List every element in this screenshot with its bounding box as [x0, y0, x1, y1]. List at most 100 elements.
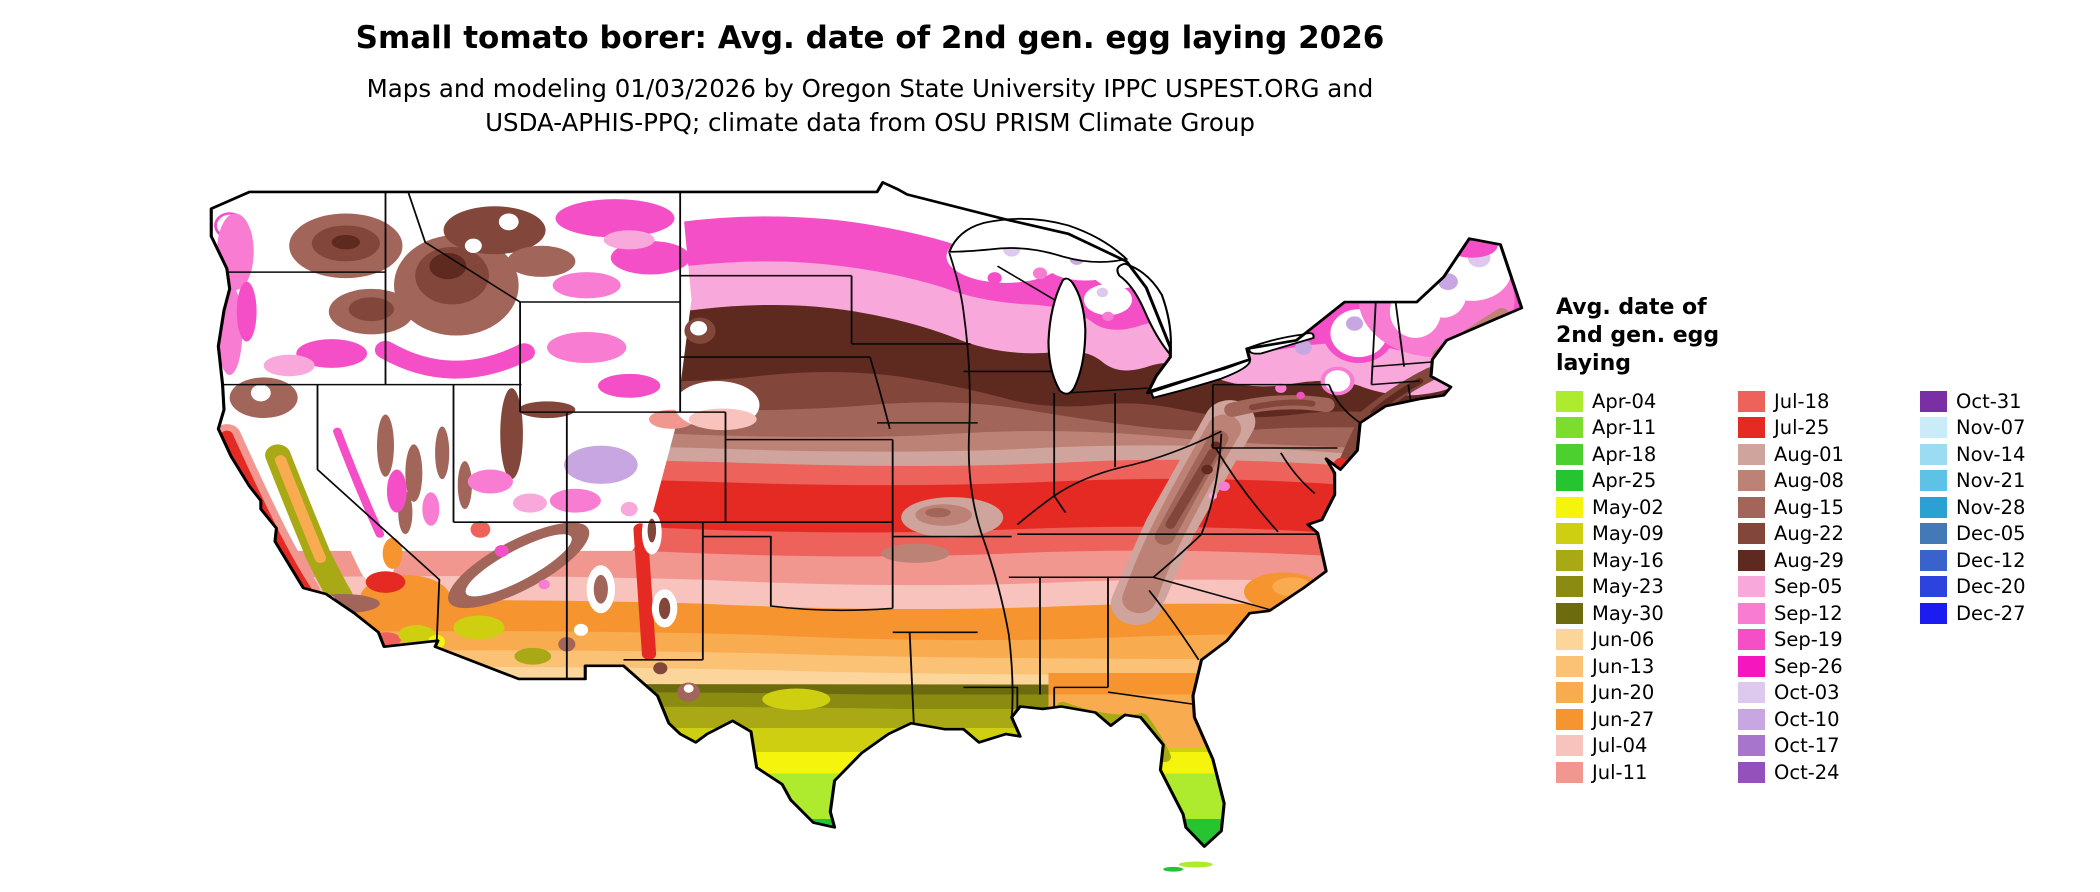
legend-entry: May-16	[1556, 547, 1738, 574]
legend-swatch	[1556, 629, 1583, 651]
legend-entry: Jun-06	[1556, 627, 1738, 654]
legend-swatch	[1556, 708, 1583, 730]
legend-entry: May-30	[1556, 600, 1738, 627]
legend-entry: Nov-28	[1920, 494, 2100, 521]
legend-label: Jul-04	[1592, 734, 1648, 758]
legend-entry: Nov-07	[1920, 415, 2100, 442]
legend-swatch	[1738, 576, 1765, 598]
subtitle-line-1: Maps and modeling 01/03/2026 by Oregon S…	[366, 74, 1374, 103]
legend-swatch	[1738, 443, 1765, 465]
legend-swatch	[1738, 602, 1765, 624]
lake-michigan	[1047, 277, 1087, 395]
us-outline	[209, 181, 1524, 848]
legend-label: Jul-18	[1774, 389, 1830, 413]
legend-swatch	[1556, 549, 1583, 571]
legend-entry: Nov-14	[1920, 441, 2100, 468]
legend-label: Dec-20	[1956, 575, 2026, 599]
legend-label: Apr-04	[1592, 389, 1657, 413]
legend-swatch	[1556, 417, 1583, 439]
legend-swatch	[1556, 682, 1583, 704]
legend-title-line-3: laying	[1556, 351, 1632, 376]
legend-label: Nov-28	[1956, 495, 2026, 519]
legend-entry: Aug-29	[1738, 547, 1920, 574]
legend-swatch	[1738, 390, 1765, 412]
legend-label: Sep-19	[1774, 628, 1843, 652]
legend-entry: Aug-01	[1738, 441, 1920, 468]
legend-label: Aug-08	[1774, 469, 1844, 493]
legend-label: Oct-24	[1774, 760, 1840, 784]
legend-swatch	[1738, 549, 1765, 571]
lake-superior	[947, 217, 1129, 263]
lake-huron	[1116, 262, 1172, 358]
legend-label: Aug-29	[1774, 548, 1844, 572]
legend-entry: Oct-03	[1738, 680, 1920, 707]
legend-swatch	[1920, 523, 1947, 545]
legend-title: Avg. date of 2nd gen. egg laying	[1556, 294, 2100, 378]
legend-swatch	[1556, 655, 1583, 677]
legend-label: Jun-13	[1592, 654, 1655, 678]
legend-entry: Jun-27	[1556, 706, 1738, 733]
legend-columns: Apr-04 Apr-11 Apr-18 Apr-25 May-02 May-09 May-…	[1556, 388, 2100, 786]
legend-entry: Apr-11	[1556, 415, 1738, 442]
legend-entry: Oct-31	[1920, 388, 2100, 415]
legend-entry: Aug-22	[1738, 521, 1920, 548]
legend-entry: Oct-24	[1738, 759, 1920, 786]
legend-column: Jul-18 Jul-25 Aug-01 Aug-08 Aug-15 Aug-22 Aug-…	[1738, 388, 1920, 786]
legend-entry: Sep-19	[1738, 627, 1920, 654]
legend-entry: Jun-13	[1556, 653, 1738, 680]
legend-entry: Jun-20	[1556, 680, 1738, 707]
legend-label: Jun-27	[1592, 707, 1655, 731]
legend-entry: Dec-27	[1920, 600, 2100, 627]
legend-swatch	[1556, 523, 1583, 545]
legend-swatch	[1920, 602, 1947, 624]
legend-swatch	[1920, 576, 1947, 598]
legend-swatch	[1920, 496, 1947, 518]
subtitle-line-2: USDA-APHIS-PPQ; climate data from OSU PR…	[485, 108, 1255, 137]
legend-swatch	[1920, 417, 1947, 439]
legend-swatch	[1556, 496, 1583, 518]
legend-title-line-1: Avg. date of	[1556, 295, 1707, 320]
legend-label: Jun-20	[1592, 681, 1655, 705]
legend-entry: May-23	[1556, 574, 1738, 601]
legend-swatch	[1738, 682, 1765, 704]
legend-title-line-2: 2nd gen. egg	[1556, 323, 1720, 348]
legend-label: Nov-07	[1956, 416, 2026, 440]
legend-label: Sep-05	[1774, 575, 1843, 599]
legend-swatch	[1738, 417, 1765, 439]
legend-entry: Sep-05	[1738, 574, 1920, 601]
legend-column: Oct-31 Nov-07 Nov-14 Nov-21 Nov-28 Dec-05 Dec-…	[1920, 388, 2100, 786]
legend-label: Nov-14	[1956, 442, 2026, 466]
legend-label: Sep-12	[1774, 601, 1843, 625]
legend-label: Oct-03	[1774, 681, 1840, 705]
legend-label: Nov-21	[1956, 469, 2026, 493]
legend-swatch	[1738, 629, 1765, 651]
legend-label: Apr-25	[1592, 469, 1657, 493]
legend-label: Oct-10	[1774, 707, 1840, 731]
legend-entry: Dec-05	[1920, 521, 2100, 548]
legend-column: Apr-04 Apr-11 Apr-18 Apr-25 May-02 May-09 May-…	[1556, 388, 1738, 786]
legend-swatch	[1556, 735, 1583, 757]
legend-entry: May-09	[1556, 521, 1738, 548]
legend-swatch	[1556, 470, 1583, 492]
legend-label: May-09	[1592, 522, 1664, 546]
legend-entry: Apr-18	[1556, 441, 1738, 468]
legend-label: Aug-01	[1774, 442, 1844, 466]
legend-label: Oct-31	[1956, 389, 2022, 413]
legend-swatch	[1738, 496, 1765, 518]
legend-entry: Jul-25	[1738, 415, 1920, 442]
legend-label: Apr-18	[1592, 442, 1657, 466]
figure-title: Small tomato borer: Avg. date of 2nd gen…	[355, 20, 1385, 56]
legend-swatch	[1738, 735, 1765, 757]
legend-label: Jul-25	[1774, 416, 1830, 440]
map-color-regions	[211, 182, 1522, 847]
legend-entry: Jul-18	[1738, 388, 1920, 415]
legend-label: Jun-06	[1592, 628, 1655, 652]
legend-swatch	[1920, 443, 1947, 465]
legend-entry: Dec-12	[1920, 547, 2100, 574]
legend-swatch	[1738, 708, 1765, 730]
legend-swatch	[1738, 470, 1765, 492]
legend-swatch	[1556, 602, 1583, 624]
legend-label: Aug-15	[1774, 495, 1844, 519]
legend-label: Dec-12	[1956, 548, 2026, 572]
